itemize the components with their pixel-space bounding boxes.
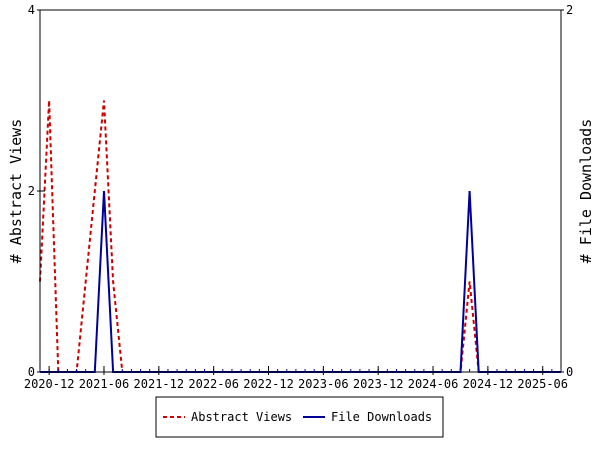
y-axis-label: # Abstract Views (7, 119, 25, 264)
x-tick-label: 2021-12 (134, 377, 185, 391)
y-tick-label: 0 (28, 365, 35, 379)
y-tick-label: 4 (28, 3, 35, 17)
x-tick-label: 2023-12 (353, 377, 404, 391)
legend-box (155, 396, 444, 438)
x-tick-label: 2021-06 (79, 377, 130, 391)
x-tick-label: 2022-12 (243, 377, 294, 391)
x-tick-label: 2020-12 (24, 377, 75, 391)
y2-axis-label: # File Downloads (577, 119, 595, 264)
legend-label-abstract-views: Abstract Views (191, 410, 292, 424)
plot-background (40, 10, 561, 372)
y-tick-label: 2 (28, 184, 35, 198)
plot-area (40, 10, 561, 372)
x-tick-label: 2023-06 (298, 377, 349, 391)
axes-layer: 2020-12 2021-06 2021-12 2022-06 2022-12 2023-… (24, 3, 573, 391)
x-tick-label: 2022-06 (188, 377, 239, 391)
legend: Abstract Views File Downloads (155, 396, 444, 438)
x-tick-label: 2024-12 (463, 377, 514, 391)
y2-tick-label: 0 (566, 365, 573, 379)
y2-tick-label: 2 (566, 3, 573, 17)
x-tick-label: 2025-06 (517, 377, 568, 391)
legend-label-file-downloads: File Downloads (331, 410, 432, 424)
x-tick-label: 2024-06 (408, 377, 459, 391)
